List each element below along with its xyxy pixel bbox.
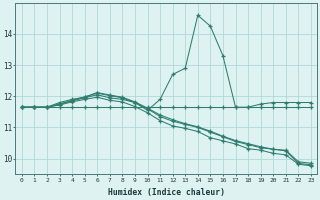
X-axis label: Humidex (Indice chaleur): Humidex (Indice chaleur) xyxy=(108,188,225,197)
